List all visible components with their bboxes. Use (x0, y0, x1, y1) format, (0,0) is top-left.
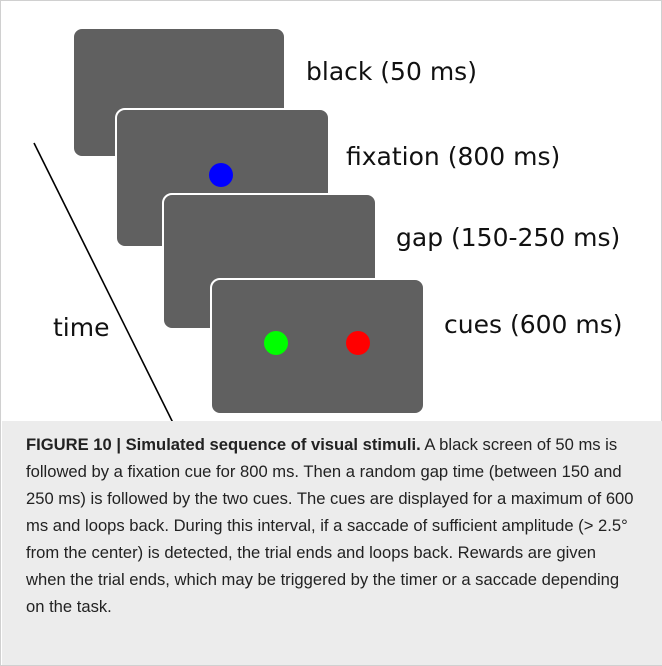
stage-label: gap (150-250 ms) (396, 223, 620, 252)
green-cue (264, 331, 288, 355)
time-arrow (33, 142, 173, 421)
stage-label: cues (600 ms) (444, 310, 623, 339)
axis-label: time (53, 313, 109, 342)
stage-label: fixation (800 ms) (346, 142, 560, 171)
caption-label: FIGURE 10 | Simulated sequence of visual… (26, 435, 421, 454)
screen-cues (210, 278, 425, 415)
caption: FIGURE 10 | Simulated sequence of visual… (2, 421, 662, 665)
caption-text: A black screen of 50 ms is followed by a… (26, 435, 634, 616)
fixation-dot (209, 163, 233, 187)
red-cue (346, 331, 370, 355)
stage-label: black (50 ms) (306, 57, 477, 86)
figure-illustration: time black (50 ms) fixation (800 ms) gap… (33, 27, 623, 421)
